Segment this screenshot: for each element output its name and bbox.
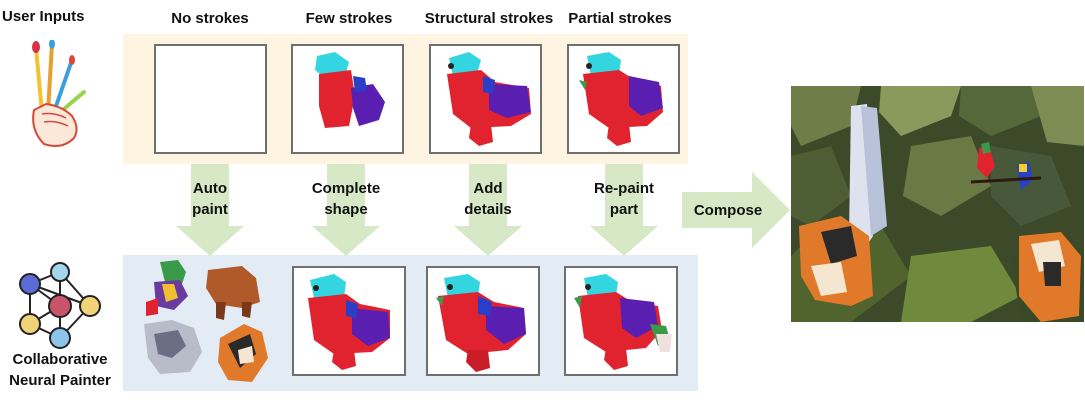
action-complete-shape-line2: shape	[324, 201, 368, 218]
arrow-repaint-part	[589, 164, 659, 256]
action-add-details-line2: details	[464, 201, 512, 218]
painter-label-line2: Neural Painter	[9, 372, 111, 389]
arrow-auto-paint	[175, 164, 245, 256]
output-frame-complete-shape	[292, 266, 406, 376]
painter-label-line1: Collaborative	[12, 351, 108, 368]
painter-label: Collaborative Neural Painter	[0, 349, 120, 391]
header-no-strokes: No strokes	[171, 10, 249, 27]
neural-network-icon	[12, 262, 108, 350]
action-complete-shape-line1: Complete	[311, 180, 381, 197]
composed-painting	[791, 86, 1084, 322]
action-auto-paint: Auto paint	[160, 178, 260, 220]
action-auto-paint-line1: Auto	[192, 180, 228, 197]
compose-label: Compose	[693, 202, 763, 219]
arrow-complete-shape	[311, 164, 381, 256]
action-add-details: Add details	[438, 178, 538, 220]
arrow-add-details	[453, 164, 523, 256]
action-auto-paint-line2: paint	[192, 201, 228, 218]
action-complete-shape: Complete shape	[296, 178, 396, 220]
input-frame-partial-strokes	[567, 44, 680, 154]
action-repaint-part-line1: Re-paint	[594, 180, 654, 197]
brushes-hand-icon	[22, 40, 102, 150]
input-frame-empty	[154, 44, 267, 154]
header-partial-strokes: Partial strokes	[568, 10, 672, 27]
auto-paint-samples	[132, 258, 282, 386]
input-frame-structural-strokes	[429, 44, 542, 154]
compose-arrow	[682, 172, 790, 248]
action-repaint-part-line2: part	[609, 201, 639, 218]
input-frame-few-strokes	[291, 44, 404, 154]
output-frame-repaint-part	[564, 266, 678, 376]
user-inputs-label: User Inputs	[2, 8, 85, 25]
output-frame-add-details	[426, 266, 540, 376]
action-repaint-part: Re-paint part	[574, 178, 674, 220]
header-structural-strokes: Structural strokes	[424, 10, 554, 27]
action-add-details-line1: Add	[473, 180, 503, 197]
header-few-strokes: Few strokes	[305, 10, 393, 27]
